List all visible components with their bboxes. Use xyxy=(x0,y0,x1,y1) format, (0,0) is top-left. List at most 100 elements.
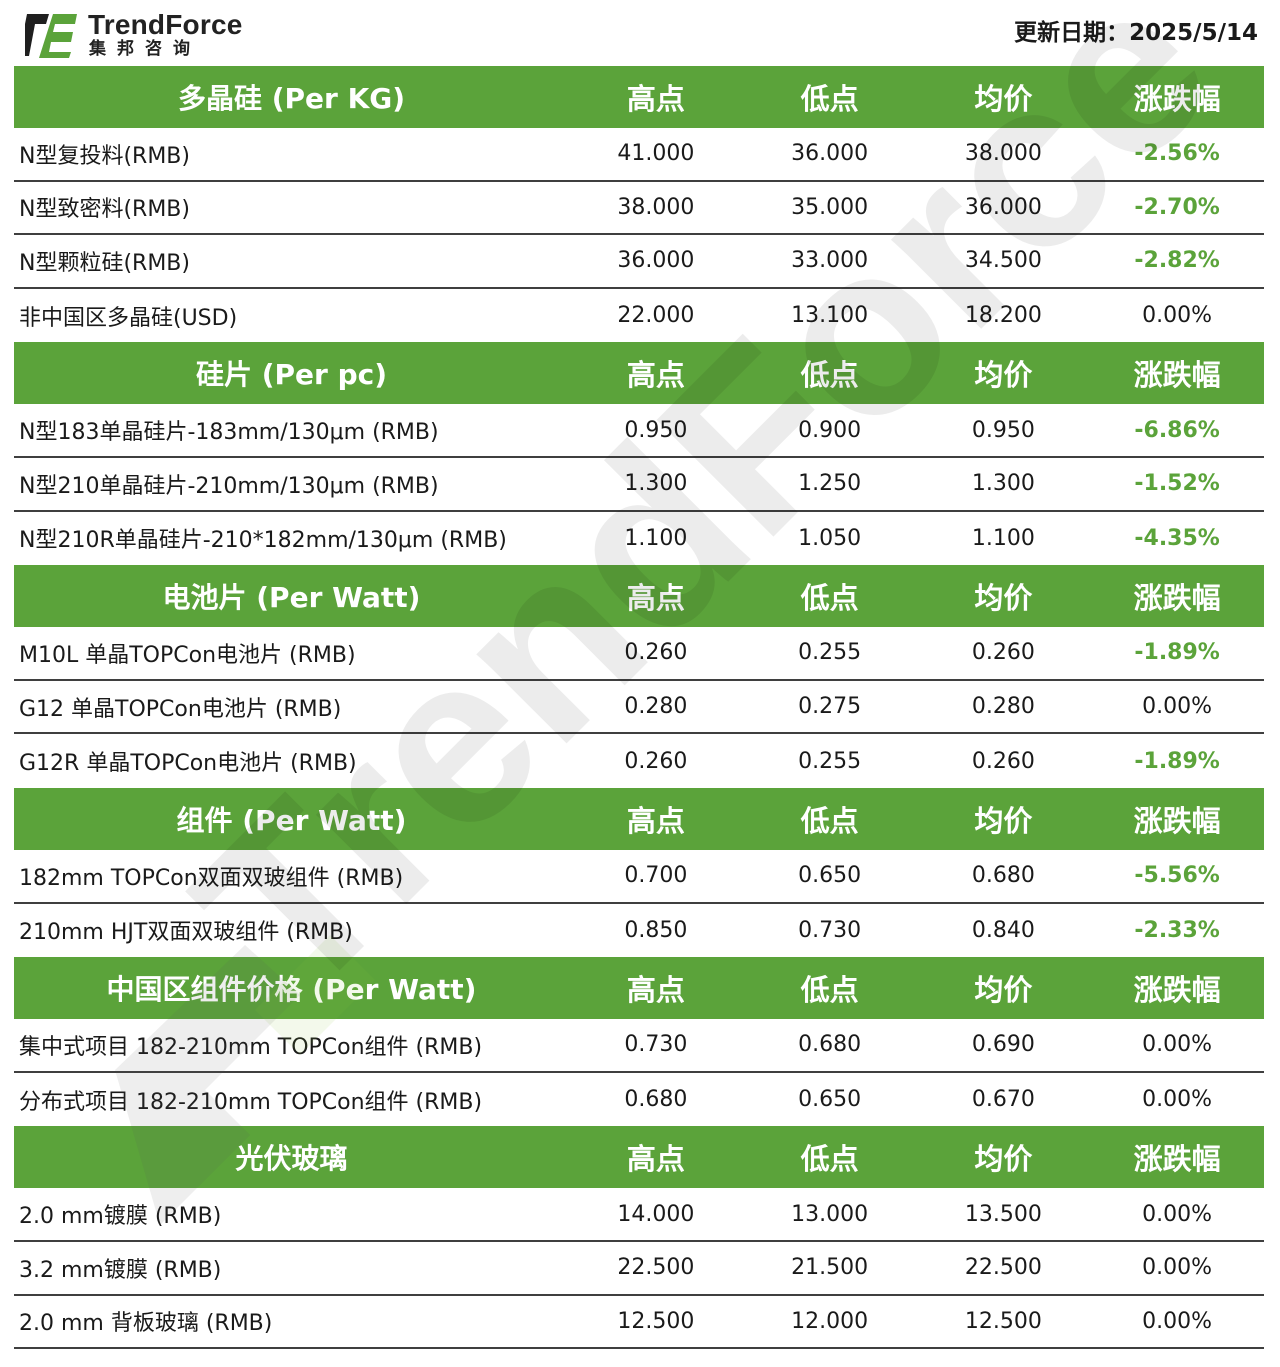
avg-price: 0.260 xyxy=(971,748,1035,774)
avg-price: 0.260 xyxy=(971,640,1035,666)
price-change: 0.00% xyxy=(1142,1032,1213,1058)
column-change-header: 涨跌幅 xyxy=(1133,803,1221,838)
low-price: 21.500 xyxy=(791,1255,869,1281)
product-name: 集中式项目 182-210mm TOPCon组件 (RMB) xyxy=(19,1034,483,1060)
high-price: 22.000 xyxy=(617,303,695,329)
avg-price: 0.690 xyxy=(971,1032,1035,1058)
column-avg-header: 均价 xyxy=(974,82,1033,116)
column-change-header: 涨跌幅 xyxy=(1133,973,1221,1008)
avg-price: 34.500 xyxy=(964,248,1042,274)
column-low-header: 低点 xyxy=(800,581,859,616)
product-name: N型颗粒硅(RMB) xyxy=(19,250,190,276)
high-price: 0.280 xyxy=(624,694,688,720)
section-header: 硅片 (Per pc) 高点 低点 均价 涨跌幅 xyxy=(14,342,1264,405)
column-high-header: 高点 xyxy=(626,1142,685,1177)
price-change: 0.00% xyxy=(1142,1255,1213,1281)
high-price: 14.000 xyxy=(617,1201,695,1227)
avg-price: 18.200 xyxy=(964,303,1042,329)
high-price: 22.500 xyxy=(617,1255,695,1281)
section-header: 电池片 (Per Watt) 高点 低点 均价 涨跌幅 xyxy=(14,565,1264,628)
avg-price: 1.100 xyxy=(971,525,1035,551)
column-avg-header: 均价 xyxy=(974,358,1033,393)
section-title: 组件 (Per Watt) xyxy=(176,803,407,837)
product-name: G12 单晶TOPCon电池片 (RMB) xyxy=(19,696,342,722)
low-price: 13.100 xyxy=(791,303,869,329)
low-price: 33.000 xyxy=(791,248,869,274)
table-row: N型210单晶硅片-210mm/130μm (RMB) 1.300 1.250 1.3… xyxy=(14,458,1264,512)
table-row: 210mm HJT双面双玻组件 (RMB) 0.850 0.730 0.840 -2.3… xyxy=(14,904,1264,958)
price-change: -4.35% xyxy=(1134,525,1220,551)
column-avg-header: 均价 xyxy=(974,803,1033,838)
high-price: 0.680 xyxy=(624,1087,688,1113)
price-change: -1.52% xyxy=(1134,471,1220,497)
avg-price: 36.000 xyxy=(964,194,1042,220)
section-header: 多晶硅 (Per KG) 高点 低点 均价 涨跌幅 xyxy=(14,66,1264,128)
table-row: N型复投料(RMB) 41.000 36.000 38.000 -2.56% xyxy=(14,128,1264,182)
table-row: 182mm TOPCon双面双玻组件 (RMB) 0.700 0.650 0.680 -… xyxy=(14,850,1264,904)
price-change: -6.86% xyxy=(1134,417,1220,443)
high-price: 0.700 xyxy=(624,863,688,889)
price-change: 0.00% xyxy=(1142,303,1213,329)
low-price: 12.000 xyxy=(791,1308,869,1334)
table-row: 分布式项目 182-210mm TOPCon组件 (RMB) 0.680 0.650… xyxy=(14,1073,1264,1127)
table-row: N型颗粒硅(RMB) 36.000 33.000 34.500 -2.82% xyxy=(14,235,1264,289)
price-change: -2.33% xyxy=(1134,917,1220,943)
product-name: N型致密料(RMB) xyxy=(19,197,190,223)
price-table: 多晶硅 (Per KG) 高点 低点 均价 涨跌幅 N型复投料(RMB) 41.000 36.… xyxy=(14,66,1264,1350)
section-title: 光伏玻璃 xyxy=(235,1142,348,1176)
low-price: 0.275 xyxy=(798,694,862,720)
price-change: 0.00% xyxy=(1142,1201,1213,1227)
column-change-header: 涨跌幅 xyxy=(1133,581,1221,616)
high-price: 0.260 xyxy=(624,748,688,774)
column-low-header: 低点 xyxy=(800,82,859,116)
low-price: 0.650 xyxy=(798,1087,862,1113)
trendforce-logo-icon xyxy=(25,14,77,58)
low-price: 0.680 xyxy=(798,1032,862,1058)
table-row: 集中式项目 182-210mm TOPCon组件 (RMB) 0.730 0.680… xyxy=(14,1019,1264,1073)
product-name: 分布式项目 182-210mm TOPCon组件 (RMB) xyxy=(19,1089,483,1115)
column-high-header: 高点 xyxy=(626,82,685,116)
high-price: 0.950 xyxy=(624,417,688,443)
section-header: 组件 (Per Watt) 高点 低点 均价 涨跌幅 xyxy=(14,787,1264,850)
avg-price: 13.500 xyxy=(964,1201,1042,1227)
table-row: G12R 单晶TOPCon电池片 (RMB) 0.260 0.255 0.260 -1.… xyxy=(14,734,1264,788)
high-price: 1.100 xyxy=(624,525,688,551)
table-row: N型183单晶硅片-183mm/130μm (RMB) 0.950 0.900 0.9… xyxy=(14,404,1264,458)
low-price: 0.650 xyxy=(798,863,862,889)
high-price: 38.000 xyxy=(617,194,695,220)
column-high-header: 高点 xyxy=(626,973,685,1008)
section-title: 电池片 (Per Watt) xyxy=(162,581,421,615)
price-change: -2.56% xyxy=(1134,141,1220,167)
column-avg-header: 均价 xyxy=(974,973,1033,1008)
product-name: N型210单晶硅片-210mm/130μm (RMB) xyxy=(19,473,439,499)
price-change: -5.56% xyxy=(1134,863,1220,889)
column-low-header: 低点 xyxy=(800,358,859,393)
price-change: -2.82% xyxy=(1134,248,1220,274)
price-change: -1.89% xyxy=(1134,640,1220,666)
column-high-header: 高点 xyxy=(626,581,685,616)
price-change: 0.00% xyxy=(1142,1087,1213,1113)
high-price: 1.300 xyxy=(624,471,688,497)
product-name: M10L 单晶TOPCon电池片 (RMB) xyxy=(19,642,356,668)
section-title: 中国区组件价格 (Per Watt) xyxy=(106,973,477,1007)
low-price: 0.730 xyxy=(798,917,862,943)
low-price: 1.250 xyxy=(798,471,862,497)
price-change: 0.00% xyxy=(1142,694,1213,720)
product-name: N型210R单晶硅片-210*182mm/130μm (RMB) xyxy=(19,528,507,554)
product-name: 非中国区多晶硅(USD) xyxy=(19,305,238,331)
table-row: N型致密料(RMB) 38.000 35.000 36.000 -2.70% xyxy=(14,182,1264,236)
high-price: 41.000 xyxy=(617,141,695,167)
table-row: 2.0 mm镀膜 (RMB) 14.000 13.000 13.500 0.00% xyxy=(14,1188,1264,1242)
low-price: 0.255 xyxy=(798,640,862,666)
avg-price: 0.670 xyxy=(971,1087,1035,1113)
low-price: 0.255 xyxy=(798,748,862,774)
table-row: N型210R单晶硅片-210*182mm/130μm (RMB) 1.100 1.0… xyxy=(14,512,1264,566)
avg-price: 0.680 xyxy=(971,863,1035,889)
price-change: 0.00% xyxy=(1142,1308,1213,1334)
brand-name: TrendForce xyxy=(88,9,243,40)
column-change-header: 涨跌幅 xyxy=(1133,82,1221,116)
column-high-header: 高点 xyxy=(626,803,685,838)
column-change-header: 涨跌幅 xyxy=(1133,1142,1221,1177)
high-price: 0.260 xyxy=(624,640,688,666)
low-price: 13.000 xyxy=(791,1201,869,1227)
